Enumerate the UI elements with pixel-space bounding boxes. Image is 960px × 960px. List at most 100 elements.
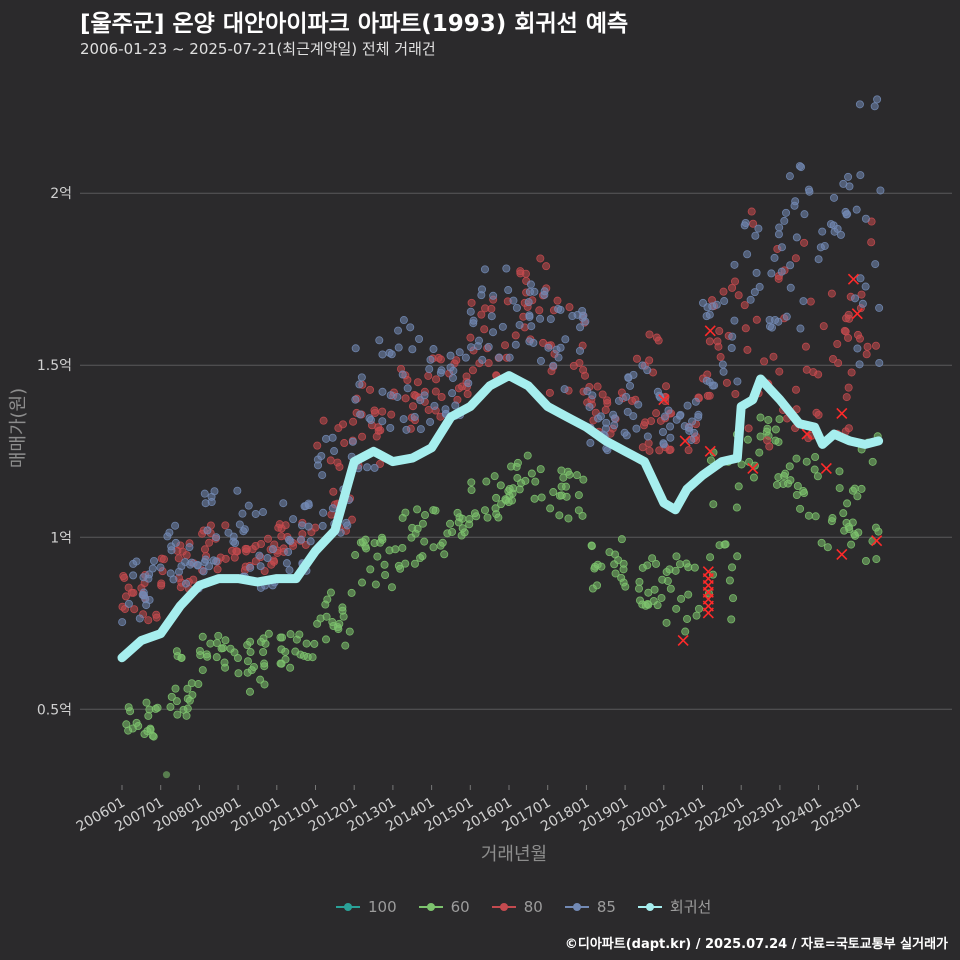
data-point-85 — [690, 428, 699, 437]
data-point-85 — [451, 401, 460, 410]
data-point-85 — [680, 422, 689, 431]
data-point-85 — [622, 392, 631, 401]
data-point-85 — [683, 401, 692, 410]
data-point-80 — [329, 487, 338, 496]
cancelled-marker — [702, 586, 714, 598]
data-point-60 — [715, 541, 724, 550]
data-point-60 — [813, 472, 822, 481]
data-point-85 — [263, 554, 272, 563]
data-point-85 — [399, 316, 408, 325]
data-point-60 — [429, 543, 438, 552]
data-point-85 — [666, 433, 675, 442]
data-point-85 — [285, 566, 294, 575]
data-point-60 — [588, 584, 597, 593]
data-point-80 — [684, 446, 693, 455]
data-point-60 — [784, 479, 793, 488]
data-point-80 — [484, 359, 493, 368]
data-point-60 — [183, 694, 192, 703]
data-point-85 — [139, 591, 148, 600]
data-point-85 — [375, 336, 384, 345]
data-point-85 — [200, 489, 209, 498]
data-point-85 — [319, 508, 328, 517]
data-point-60 — [771, 425, 780, 434]
data-point-80 — [366, 385, 375, 394]
data-point-60 — [220, 658, 229, 667]
data-point-60 — [732, 503, 741, 512]
data-point-60 — [149, 732, 158, 741]
data-point-80 — [575, 358, 584, 367]
data-point-60 — [455, 513, 464, 522]
legend-label: 80 — [523, 897, 543, 916]
data-point-85 — [853, 344, 862, 353]
data-point-85 — [702, 376, 711, 385]
data-point-85 — [478, 285, 487, 294]
data-point-85 — [466, 307, 475, 316]
data-point-60 — [245, 687, 254, 696]
data-point-80 — [432, 375, 441, 384]
data-point-60 — [467, 486, 476, 495]
data-point-60 — [171, 684, 180, 693]
data-point-85 — [546, 315, 555, 324]
data-point-85 — [498, 322, 507, 331]
data-point-60 — [194, 680, 203, 689]
data-point-85 — [875, 303, 884, 312]
data-point-85 — [328, 433, 337, 442]
data-point-80 — [844, 383, 853, 392]
y-tick-label: 0.5억 — [37, 702, 72, 718]
data-point-60 — [728, 563, 737, 572]
data-point-85 — [209, 556, 218, 565]
data-point-60 — [785, 462, 794, 471]
data-point-60 — [234, 669, 243, 678]
data-point-80 — [731, 277, 740, 286]
data-point-60 — [644, 600, 653, 609]
data-point-60 — [173, 710, 182, 719]
cancelled-marker — [704, 325, 716, 337]
data-point-80 — [409, 402, 418, 411]
data-point-60 — [187, 679, 196, 688]
data-point-85 — [708, 302, 717, 311]
data-point-85 — [171, 538, 180, 547]
data-point-60 — [391, 545, 400, 554]
data-point-80 — [257, 540, 266, 549]
data-point-80 — [375, 459, 384, 468]
data-point-80 — [118, 602, 127, 611]
data-point-85 — [393, 392, 402, 401]
data-point-80 — [124, 583, 133, 592]
data-point-60 — [729, 594, 738, 603]
data-point-80 — [501, 341, 510, 350]
trend-line — [117, 371, 884, 663]
data-point-60 — [530, 494, 539, 503]
data-point-85 — [666, 422, 675, 431]
data-point-80 — [715, 327, 724, 336]
data-point-80 — [437, 393, 446, 402]
legend: 100 60 80 85 회귀선 — [336, 896, 711, 917]
data-point-60 — [140, 730, 149, 739]
data-point-60 — [683, 614, 692, 623]
cancelled-marker — [702, 566, 714, 578]
data-point-60 — [677, 594, 686, 603]
data-point-60 — [749, 473, 758, 482]
data-point-60 — [839, 509, 848, 518]
data-point-60 — [243, 657, 252, 666]
data-point-85 — [855, 360, 864, 369]
data-point-60 — [259, 648, 268, 657]
cancelled-marker — [704, 445, 716, 457]
data-point-85 — [512, 303, 521, 312]
data-point-80 — [867, 238, 876, 247]
data-point-60 — [610, 560, 619, 569]
data-point-85 — [351, 344, 360, 353]
data-point-80 — [413, 378, 422, 387]
data-point-60 — [326, 588, 335, 597]
data-point-80 — [326, 456, 335, 465]
data-point-85 — [526, 280, 535, 289]
data-point-85 — [386, 391, 395, 400]
cancelled-marker — [747, 462, 759, 475]
data-point-80 — [462, 372, 471, 381]
data-point-85 — [515, 320, 524, 329]
data-point-85 — [629, 412, 638, 421]
data-point-60 — [644, 588, 653, 597]
data-point-85 — [487, 312, 496, 321]
data-point-60 — [727, 615, 736, 624]
data-point-85 — [365, 414, 374, 423]
